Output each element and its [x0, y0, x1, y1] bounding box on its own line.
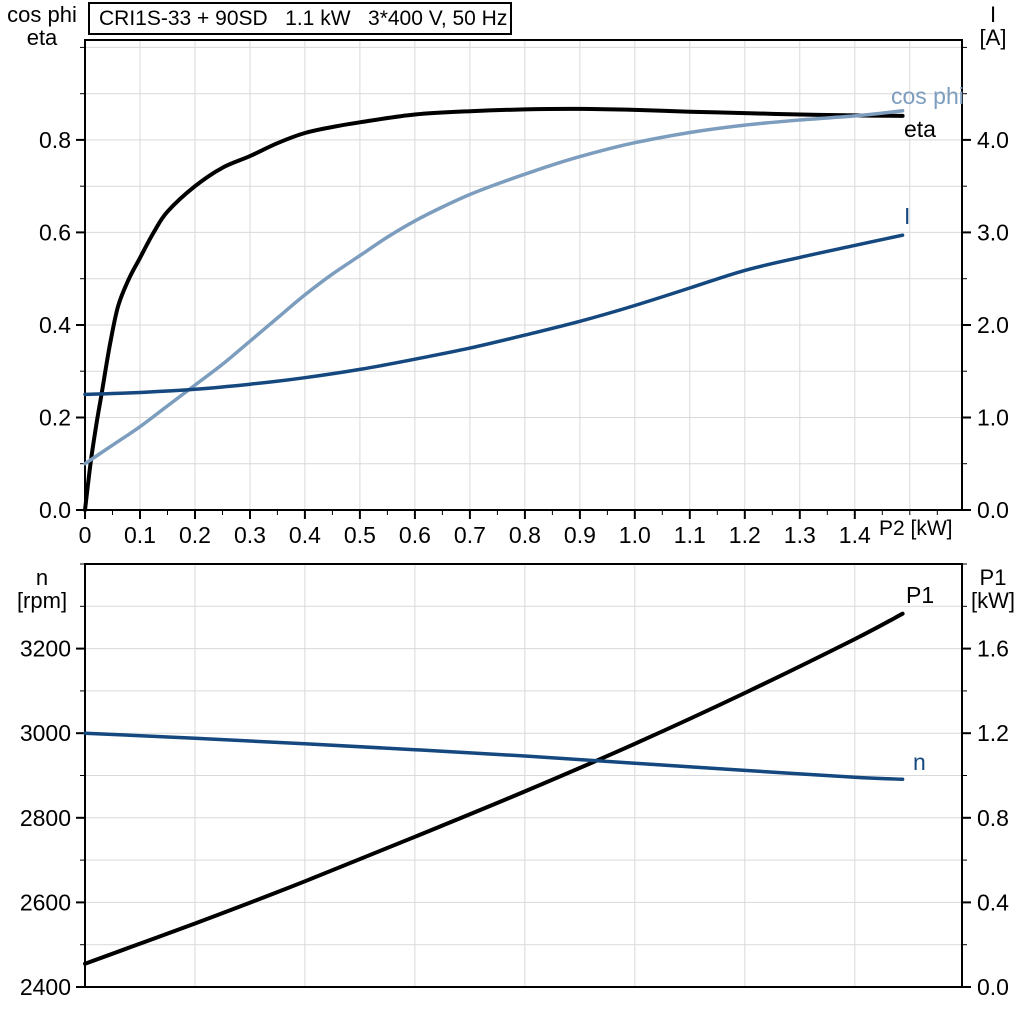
left-axis-title-line2: eta [26, 25, 58, 50]
right-axis-title-top-chart: I [A] [962, 3, 1024, 49]
x-tick-label: 0.2 [179, 522, 211, 548]
left-tick-label: 0.4 [39, 312, 71, 338]
left-tick-label: 3200 [20, 636, 71, 662]
x-tick-label: 0.7 [454, 522, 486, 548]
curve-eta [83, 106, 905, 512]
x-tick-label: 0.4 [289, 522, 321, 548]
left-axis-title-bottom-chart: n [rpm] [2, 566, 82, 612]
right-tick-label: 1.6 [977, 636, 1009, 662]
right-tick-label: 2.0 [977, 312, 1009, 338]
right-axis-title-line2: [kW] [971, 588, 1015, 613]
x-tick-label: 0.6 [399, 522, 431, 548]
left-tick-label: 0.8 [39, 127, 71, 153]
left-tick-label: 0.6 [39, 219, 71, 245]
curve-label-speed: n [913, 749, 926, 775]
curve-label-eta: eta [904, 116, 936, 142]
left-tick-label: 2800 [20, 805, 71, 831]
x-tick-label: 1.0 [619, 522, 651, 548]
left-tick-label: 0.0 [39, 497, 71, 523]
x-tick-label: 1.2 [729, 522, 761, 548]
right-tick-label: 0.4 [977, 889, 1009, 915]
right-axis-title-bottom-chart: P1 [kW] [962, 566, 1024, 612]
left-axis-title-line1: cos phi [7, 2, 77, 27]
x-axis-unit-label: P2 [kW] [879, 517, 953, 540]
chart-bottom: 2400 2600 2800 3000 3200 0.0 0.4 0.8 1.2 1.6 [20, 563, 1009, 1000]
right-axis-title-line2: [A] [979, 25, 1007, 50]
title-box: CRI1S-33 + 90SD 1.1 kW 3*400 V, 50 Hz [88, 2, 512, 35]
x-tick-label: 0.1 [124, 522, 156, 548]
right-tick-label: 0.0 [977, 497, 1009, 523]
right-tick-label: 0.0 [977, 974, 1009, 1000]
curve-P1 [83, 611, 905, 966]
curve-I [83, 233, 905, 397]
left-tick-label: 3000 [20, 720, 71, 746]
left-axis-title-line2: [rpm] [16, 588, 68, 613]
curve-label-p1: P1 [906, 582, 935, 608]
curve-label-cos-phi: cos phi [891, 83, 964, 109]
curve-label-current: I [904, 203, 911, 229]
left-axis-title-top-chart: cos phi eta [2, 3, 82, 49]
right-axis-title-line1: I [989, 2, 997, 27]
x-tick-label: 1.1 [674, 522, 706, 548]
right-tick-label: 3.0 [977, 219, 1009, 245]
chart-title: CRI1S-33 + 90SD 1.1 kW 3*400 V, 50 Hz [99, 6, 508, 30]
left-tick-label: 2600 [20, 889, 71, 915]
right-tick-label: 4.0 [977, 127, 1009, 153]
left-tick-label: 2400 [20, 974, 71, 1000]
x-tick-label: 1.4 [839, 522, 871, 548]
left-tick-label: 0.2 [39, 405, 71, 431]
chart-top: 0.0 0.2 0.4 0.6 0.8 0.0 1.0 2.0 3.0 4.0 0 0.1 0.2 0.3… [39, 39, 1009, 548]
right-tick-label: 1.0 [977, 405, 1009, 431]
right-tick-label: 1.2 [977, 720, 1009, 746]
x-tick-label: 0.8 [509, 522, 541, 548]
right-axis-title-line1: P1 [979, 565, 1007, 590]
x-tick-label: 0 [79, 522, 92, 548]
right-tick-label: 0.8 [977, 805, 1009, 831]
x-tick-label: 0.9 [564, 522, 596, 548]
plot-frame [84, 39, 963, 511]
curve-cos-phi [83, 109, 905, 466]
x-tick-label: 0.5 [344, 522, 376, 548]
left-axis-title-line1: n [35, 565, 49, 590]
x-tick-label: 1.3 [784, 522, 816, 548]
curve-n [83, 731, 905, 782]
x-tick-label: 0.3 [234, 522, 266, 548]
